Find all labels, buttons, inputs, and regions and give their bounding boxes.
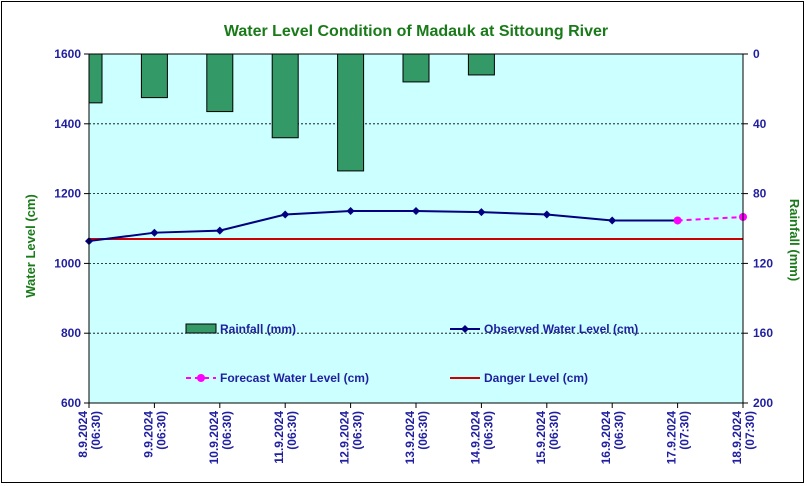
left-tick-label: 800 bbox=[61, 326, 81, 340]
x-tick-date: 13.9.2024 bbox=[403, 411, 417, 465]
x-tick-label: 18.9.2024 (07:30) bbox=[730, 411, 757, 465]
rainfall-bar bbox=[337, 53, 365, 172]
x-tick-label: 9.9.2024 (06:30) bbox=[141, 411, 168, 458]
forecast-point bbox=[673, 216, 682, 225]
x-tick-date: 18.9.2024 bbox=[730, 411, 744, 465]
rainfall-bar bbox=[271, 53, 299, 139]
left-tick-label: 600 bbox=[61, 396, 81, 410]
x-tick-label: 17.9.2024 (07:30) bbox=[665, 411, 692, 465]
x-tick-label: 11.9.2024 (06:30) bbox=[272, 411, 299, 464]
observed-point bbox=[215, 226, 224, 235]
x-tick-label: 16.9.2024 (06:30) bbox=[599, 411, 626, 465]
legend-item: Rainfall (mm) bbox=[185, 322, 296, 336]
rainfall-bar bbox=[402, 53, 430, 83]
left-tick-label: 1200 bbox=[54, 187, 81, 201]
x-tick-label: 15.9.2024 (06:30) bbox=[534, 411, 561, 465]
right-tick-label: 40 bbox=[753, 117, 767, 131]
plot-area bbox=[89, 54, 743, 403]
x-tick-time: (06:30) bbox=[416, 411, 430, 450]
legend-item: Observed Water Level (cm) bbox=[450, 322, 638, 336]
observed-water-level-line bbox=[88, 210, 678, 243]
y-axis-right-title: Rainfall (mm) bbox=[787, 199, 802, 281]
legend-marker bbox=[197, 374, 205, 382]
right-tick-label: 120 bbox=[753, 256, 773, 270]
x-tick-date: 11.9.2024 bbox=[272, 411, 286, 464]
rainfall-bar bbox=[467, 53, 495, 76]
legend-item: Danger Level (cm) bbox=[450, 371, 588, 385]
y-axis-left-title: Water Level (cm) bbox=[23, 194, 38, 298]
right-tick-label: 0 bbox=[753, 47, 760, 61]
legend-label: Danger Level (cm) bbox=[484, 371, 588, 385]
legend-marker bbox=[461, 325, 469, 333]
observed-point bbox=[477, 208, 486, 217]
observed-point bbox=[542, 210, 551, 219]
observed-point bbox=[150, 228, 159, 237]
x-tick-date: 15.9.2024 bbox=[534, 411, 548, 465]
x-tick-label: 14.9.2024 (06:30) bbox=[468, 411, 495, 465]
left-tick-label: 1000 bbox=[54, 256, 81, 270]
right-tick-label: 160 bbox=[753, 326, 773, 340]
left-tick-label: 1400 bbox=[54, 117, 81, 131]
rainfall-bar bbox=[206, 53, 234, 113]
forecast-water-level-line bbox=[677, 215, 744, 222]
x-tick-date: 17.9.2024 bbox=[665, 411, 679, 465]
legend-swatch bbox=[185, 323, 217, 334]
legend-label: Observed Water Level (cm) bbox=[484, 322, 638, 336]
observed-point bbox=[412, 207, 420, 216]
rainfall-bar bbox=[140, 53, 168, 99]
x-tick-time: (06:30) bbox=[89, 411, 103, 450]
right-tick-labels: 0 40 80 120 160 200 bbox=[753, 47, 773, 410]
left-tick-labels: 600 800 1000 1200 1400 1600 bbox=[54, 47, 81, 410]
x-tick-time: (06:30) bbox=[285, 411, 299, 450]
x-tick-label: 10.9.2024 (06:30) bbox=[207, 411, 234, 465]
legend-item: Forecast Water Level (cm) bbox=[186, 371, 369, 385]
x-tick-time: (06:30) bbox=[154, 411, 168, 450]
x-tick-time: (06:30) bbox=[351, 411, 365, 450]
chart-title: Water Level Condition of Madauk at Sitto… bbox=[224, 23, 608, 40]
legend: Rainfall (mm) Observed Water Level (cm) Fo… bbox=[185, 322, 638, 385]
legend-label: Rainfall (mm) bbox=[220, 322, 296, 336]
left-tick-label: 1600 bbox=[54, 47, 81, 61]
x-tick-label: 8.9.2024 (06:30) bbox=[76, 411, 103, 458]
axes bbox=[84, 53, 748, 408]
x-tick-date: 14.9.2024 bbox=[468, 411, 482, 465]
x-tick-time: (07:30) bbox=[743, 411, 757, 450]
x-tick-labels: 8.9.2024 (06:30) 9.9.2024 (06:30) 10.9.2024(… bbox=[76, 411, 757, 465]
x-tick-time: (06:30) bbox=[481, 411, 495, 450]
x-tick-date: 8.9.2024 bbox=[76, 411, 90, 458]
legend-label: Forecast Water Level (cm) bbox=[220, 371, 369, 385]
x-tick-label: 12.9.2024 (06:30) bbox=[338, 411, 365, 465]
x-tick-date: 16.9.2024 bbox=[599, 411, 613, 465]
rainfall-bar bbox=[88, 53, 103, 104]
observed-point bbox=[281, 210, 290, 219]
x-tick-label: 13.9.2024 (06:30) bbox=[403, 411, 430, 465]
x-tick-time: (06:30) bbox=[220, 411, 234, 450]
observed-point bbox=[608, 216, 617, 225]
x-tick-date: 10.9.2024 bbox=[207, 411, 221, 465]
x-tick-date: 12.9.2024 bbox=[338, 411, 352, 465]
observed-point bbox=[346, 207, 355, 216]
right-tick-label: 200 bbox=[753, 396, 773, 410]
x-tick-time: (06:30) bbox=[547, 411, 561, 450]
right-tick-label: 80 bbox=[753, 187, 767, 201]
x-tick-time: (07:30) bbox=[678, 411, 692, 450]
x-tick-time: (06:30) bbox=[612, 411, 626, 450]
water-level-lines bbox=[85, 207, 747, 246]
rainfall-bars bbox=[88, 53, 495, 172]
x-tick-date: 9.9.2024 bbox=[141, 411, 155, 458]
